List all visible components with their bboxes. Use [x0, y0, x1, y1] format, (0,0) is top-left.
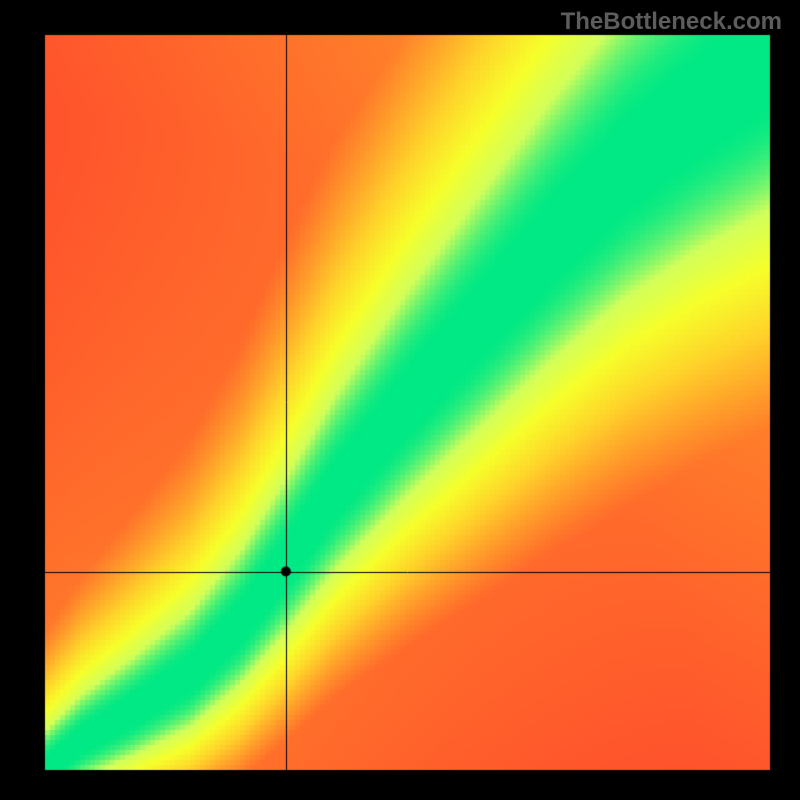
watermark-text: TheBottleneck.com	[561, 8, 782, 36]
chart-stage: TheBottleneck.com	[0, 0, 800, 800]
heatmap-canvas	[0, 0, 800, 800]
